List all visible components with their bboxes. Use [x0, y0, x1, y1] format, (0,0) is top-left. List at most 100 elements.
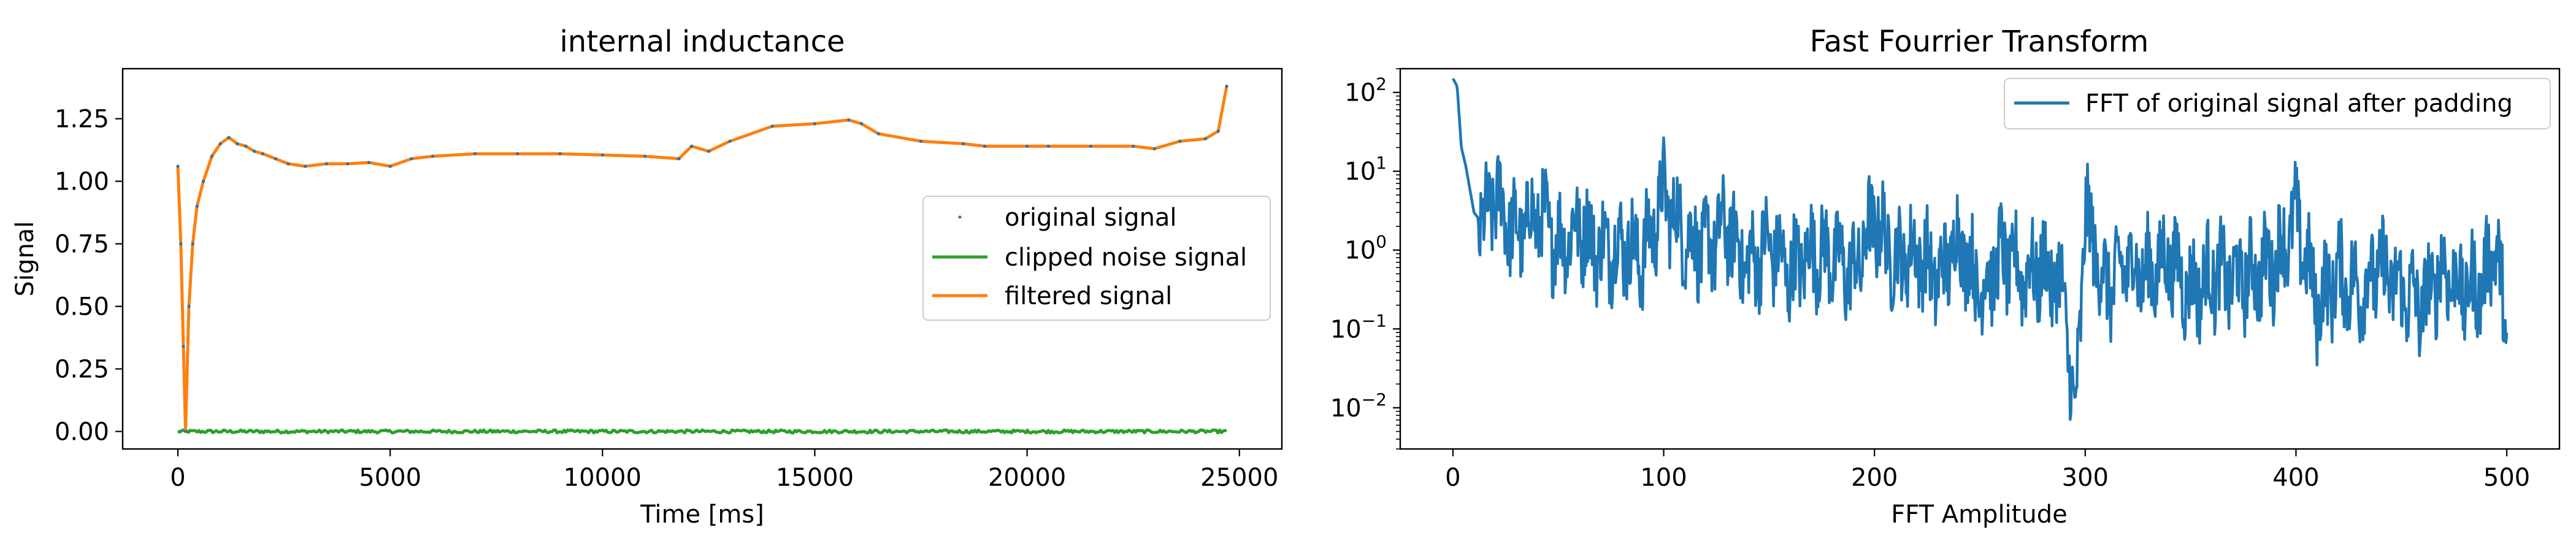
original-signal-point	[770, 125, 774, 128]
original-signal-point	[1132, 144, 1135, 148]
left-plot-area	[176, 85, 1229, 435]
left-x-axis-label: Time [ms]	[640, 500, 764, 529]
series-filtered-signal	[176, 86, 1229, 433]
x-tick-label: 400	[2272, 464, 2319, 492]
left-legend: original signal clipped noise signal fil…	[922, 196, 1271, 321]
x-tick-label: 15000	[776, 464, 854, 492]
left-chart-panel: internal inductance 0 5000 10000 15000 20000…	[11, 25, 1283, 529]
x-tick-label: 500	[2483, 464, 2530, 492]
original-signal-point	[690, 144, 694, 148]
original-signal-point	[919, 139, 923, 143]
original-signal-point	[261, 152, 265, 156]
original-signal-point	[847, 118, 851, 122]
legend-label-fft: FFT of original signal after padding	[2085, 90, 2513, 118]
right-chart-title: Fast Fourrier Transform	[1810, 25, 2149, 59]
left-legend-box	[922, 196, 1271, 321]
x-tick-label: 5000	[359, 464, 421, 492]
original-signal-point	[473, 152, 477, 156]
original-signal-point	[244, 144, 248, 148]
right-legend-box	[2004, 78, 2551, 129]
original-signal-point	[195, 204, 199, 208]
x-tick-label: 0	[1445, 464, 1460, 492]
y-tick-label: 0.25	[55, 355, 109, 383]
y-tick-label: 102	[1344, 74, 1387, 107]
original-signal-point	[201, 180, 205, 183]
original-signal-point	[1216, 129, 1220, 133]
original-signal-point	[558, 152, 562, 156]
right-x-ticks: 0 100 200 300 400 500	[1445, 449, 2530, 492]
original-signal-point	[236, 142, 239, 145]
x-tick-label: 0	[170, 464, 185, 492]
y-tick-label: 1.25	[55, 105, 109, 134]
x-tick-label: 20000	[988, 464, 1066, 492]
original-signal-point	[187, 304, 191, 309]
right-x-axis-label: FFT Amplitude	[1891, 500, 2067, 529]
original-signal-point	[182, 345, 185, 348]
original-signal-point	[813, 122, 817, 126]
right-chart-panel: Fast Fourrier Transform 0 100 200 300 400 500…	[1330, 25, 2561, 529]
original-signal-point	[253, 150, 256, 153]
series-fft	[1451, 78, 2509, 421]
y-tick-label: 1.00	[55, 168, 109, 196]
y-tick-label: 0.50	[55, 293, 109, 321]
legend-label-clipped-noise-signal: clipped noise signal	[1005, 243, 1247, 272]
y-tick-label: 0.75	[55, 231, 109, 259]
x-tick-label: 25000	[1200, 464, 1278, 492]
right-y-ticks: 10−2 10−1 100 101 102	[1330, 68, 1400, 450]
original-signal-point	[643, 155, 647, 158]
original-signal-point	[410, 157, 413, 161]
original-signal-point	[286, 162, 290, 166]
original-signal-point	[179, 242, 183, 246]
y-tick-label: 10−2	[1330, 389, 1387, 423]
original-signal-point	[191, 242, 194, 246]
left-y-axis-label: Signal	[11, 221, 39, 297]
original-signal-point	[962, 142, 965, 145]
x-tick-label: 10000	[564, 464, 642, 492]
original-signal-point	[983, 144, 986, 148]
legend-label-original-signal: original signal	[1005, 204, 1177, 232]
left-y-ticks: 0.00 0.25 0.50 0.75 1.00 1.25	[55, 105, 123, 446]
x-tick-label: 100	[1640, 464, 1687, 492]
legend-marker-original-signal	[958, 215, 962, 219]
original-signal-point	[1025, 144, 1029, 148]
series-original-signal	[176, 85, 1229, 434]
series-clipped-noise-signal	[177, 428, 1227, 435]
original-signal-point	[1178, 139, 1182, 143]
left-plot-frame	[121, 67, 1283, 450]
original-signal-point	[1152, 147, 1156, 151]
original-signal-point	[707, 150, 710, 153]
original-signal-point	[324, 162, 328, 166]
original-signal-point	[1225, 85, 1229, 88]
y-tick-label: 0.00	[55, 418, 109, 446]
original-signal-point	[431, 155, 435, 158]
y-tick-label: 100	[1344, 232, 1387, 265]
original-signal-point	[183, 429, 188, 434]
legend-label-filtered-signal: filtered signal	[1005, 282, 1172, 310]
right-legend: FFT of original signal after padding	[2004, 78, 2551, 129]
original-signal-point	[600, 153, 604, 157]
x-tick-label: 200	[1851, 464, 1898, 492]
original-signal-point	[274, 157, 277, 161]
original-signal-point	[176, 164, 180, 168]
original-signal-point	[516, 152, 519, 156]
original-signal-point	[1203, 137, 1207, 140]
original-signal-point	[677, 157, 681, 161]
original-signal-point	[1046, 144, 1050, 148]
original-signal-point	[860, 122, 864, 126]
left-chart-title: internal inductance	[559, 25, 845, 59]
left-x-ticks: 0 5000 10000 15000 20000 25000	[170, 449, 1278, 492]
original-signal-point	[876, 132, 880, 136]
y-tick-label: 101	[1344, 153, 1387, 186]
x-tick-label: 300	[2062, 464, 2109, 492]
original-signal-point	[346, 162, 350, 166]
original-signal-point	[210, 155, 213, 158]
original-signal-point	[367, 161, 371, 164]
original-signal-point	[388, 164, 392, 168]
right-plot-area	[1451, 78, 2509, 421]
y-tick-label: 10−1	[1330, 310, 1387, 343]
original-signal-point	[304, 164, 307, 168]
original-signal-point	[728, 139, 732, 143]
original-signal-point	[227, 136, 231, 139]
original-signal-point	[1089, 144, 1093, 148]
